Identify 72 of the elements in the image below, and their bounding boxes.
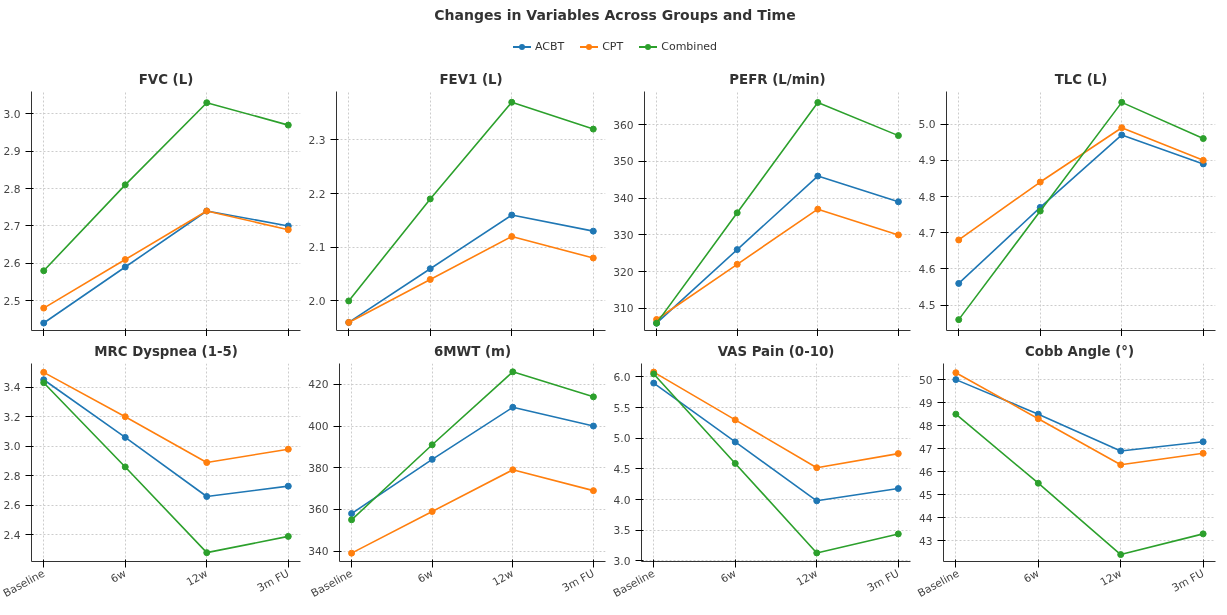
y-tick-label: 46 xyxy=(918,465,933,479)
y-tick-label: 2.8 xyxy=(3,469,21,483)
y-tick-label: 340 xyxy=(613,192,634,206)
y-tick-label: 2.4 xyxy=(3,528,21,542)
y-tick-label: 2.3 xyxy=(308,133,326,147)
y-tick-label: 3.5 xyxy=(613,524,631,538)
y-tick-label: 400 xyxy=(308,420,329,434)
y-tick-label: 2.8 xyxy=(3,182,21,196)
chart-title: Cobb Angle (°) xyxy=(1024,343,1135,359)
y-tick-label: 2.0 xyxy=(308,294,326,308)
y-tick-label: 4.6 xyxy=(918,262,936,276)
y-tick-label: 2.1 xyxy=(308,241,326,255)
text: Changes in Variables Across Groups and Time xyxy=(434,7,796,23)
x-tick-label: 6w xyxy=(108,566,129,586)
y-tick-label: 2.9 xyxy=(3,145,21,159)
legend-label: CPT xyxy=(601,40,624,53)
chart-title: TLC (L) xyxy=(1054,71,1108,87)
x-tick-label: 3m FU xyxy=(1169,566,1207,595)
y-tick-label: 330 xyxy=(613,228,634,242)
y-tick-label: 360 xyxy=(613,118,634,132)
chart-title: FVC (L) xyxy=(138,71,194,87)
x-tick-label: 6w xyxy=(718,566,739,586)
y-tick-label: 4.5 xyxy=(918,299,936,313)
y-tick-label: 44 xyxy=(918,511,933,525)
y-tick-label: 5.5 xyxy=(613,401,631,415)
x-tick-label: 3m FU xyxy=(560,566,597,595)
y-tick-label: 47 xyxy=(918,442,933,456)
y-tick-label: 4.0 xyxy=(613,493,631,507)
y-tick-label: 6.0 xyxy=(613,370,631,384)
x-tick-label: 12w xyxy=(490,566,517,589)
y-tick-label: 320 xyxy=(613,265,634,279)
y-tick-label: 380 xyxy=(308,461,329,475)
y-tick-label: 350 xyxy=(613,155,634,169)
chart-title: VAS Pain (0-10) xyxy=(717,343,835,359)
y-tick-label: 2.7 xyxy=(3,219,21,233)
x-tick-label: 12w xyxy=(1098,566,1125,589)
y-tick-label: 2.6 xyxy=(3,257,21,271)
legend-label: Combined xyxy=(660,40,718,53)
y-tick-label: 49 xyxy=(918,396,933,410)
y-tick-label: 2.2 xyxy=(308,187,326,201)
y-tick-label: 50 xyxy=(918,373,933,387)
chart-title: MRC Dyspnea (1-5) xyxy=(94,343,238,359)
legend-label: ACBT xyxy=(533,40,565,53)
x-tick-label: 3m FU xyxy=(864,566,902,595)
y-tick-label: 420 xyxy=(308,378,329,392)
y-tick-label: 310 xyxy=(613,302,634,316)
y-tick-label: 2.5 xyxy=(3,294,21,308)
x-tick-label: 6w xyxy=(1021,566,1042,586)
chart-title: FEV1 (L) xyxy=(439,71,503,87)
y-tick-label: 5.0 xyxy=(613,432,631,446)
chart-title: PEFR (L/min) xyxy=(729,71,826,87)
y-tick-label: 48 xyxy=(918,419,933,433)
y-tick-label: 2.6 xyxy=(3,499,21,513)
x-tick-label: 3m FU xyxy=(254,566,292,595)
y-tick-label: 45 xyxy=(918,488,933,502)
x-tick-label: 12w xyxy=(184,566,211,589)
y-tick-label: 4.5 xyxy=(613,462,631,476)
y-tick-label: 340 xyxy=(308,545,329,559)
y-tick-label: 43 xyxy=(918,534,933,548)
y-tick-label: 360 xyxy=(308,503,329,517)
y-tick-label: 3.2 xyxy=(3,410,21,424)
y-tick-label: 5.0 xyxy=(918,118,936,132)
y-tick-label: 4.7 xyxy=(918,226,936,240)
y-tick-label: 3.4 xyxy=(3,381,21,395)
x-tick-label: 12w xyxy=(794,566,821,589)
y-tick-label: 3.0 xyxy=(3,107,21,121)
x-tick-label: 6w xyxy=(415,566,436,586)
y-tick-label: 3.0 xyxy=(3,440,21,454)
y-tick-label: 4.8 xyxy=(918,190,936,204)
y-tick-label: 4.9 xyxy=(918,154,936,168)
y-tick-label: 3.0 xyxy=(613,554,631,568)
chart-title: 6MWT (m) xyxy=(433,343,512,359)
